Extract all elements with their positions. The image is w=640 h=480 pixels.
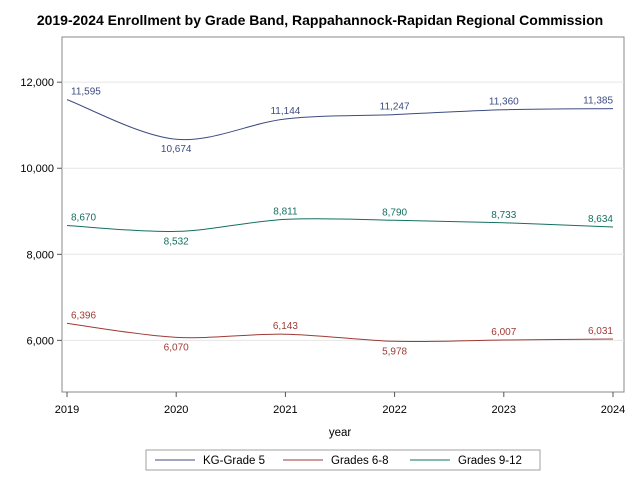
legend-label: Grades 9-12	[458, 455, 522, 467]
data-label: 11,144	[270, 106, 300, 117]
legend: KG-Grade 5 Grades 6-8 Grades 9-12	[145, 449, 541, 471]
legend-label: Grades 6-8	[331, 455, 389, 467]
x-tick-label: 2024	[601, 404, 625, 416]
x-tick-label: 2023	[492, 404, 516, 416]
data-label: 8,811	[273, 206, 298, 217]
y-tick-label: 6,000	[26, 335, 54, 347]
y-axis: 6,000 8,000 10,000 12,000	[20, 77, 62, 347]
data-label: 6,007	[491, 327, 516, 338]
data-label: 11,247	[380, 102, 410, 113]
legend-box	[145, 449, 541, 471]
chart-title: 2019-2024 Enrollment by Grade Band, Rapp…	[37, 12, 603, 28]
data-label: 11,595	[71, 87, 101, 98]
x-axis-label: year	[329, 427, 352, 439]
data-label: 8,634	[588, 214, 613, 225]
legend-label: KG-Grade 5	[203, 455, 265, 467]
y-tick-label: 10,000	[20, 163, 54, 175]
data-label: 6,143	[273, 321, 298, 332]
x-tick-label: 2019	[55, 404, 79, 416]
x-tick-label: 2021	[273, 404, 297, 416]
x-tick-label: 2020	[164, 404, 188, 416]
y-tick-label: 8,000	[26, 249, 54, 261]
data-label: 8,532	[164, 236, 189, 247]
plot-area	[61, 36, 625, 393]
data-label: 5,978	[382, 346, 407, 357]
data-label: 8,790	[382, 207, 407, 218]
series-lines	[66, 99, 614, 343]
data-label: 8,733	[491, 210, 516, 221]
data-label: 6,070	[164, 342, 189, 353]
series-line	[66, 322, 614, 343]
series-line	[66, 99, 614, 141]
data-label: 6,396	[71, 310, 96, 321]
gridlines	[62, 81, 624, 341]
data-label: 6,031	[588, 326, 613, 337]
data-labels: 11,595 10,674 11,144 11,247 11,360 11,385 6,39…	[71, 87, 613, 358]
x-tick-label: 2022	[382, 404, 406, 416]
data-label: 11,385	[583, 96, 613, 107]
data-label: 10,674	[161, 144, 192, 155]
series-line	[66, 218, 614, 233]
x-axis: 2019 2020 2021 2022 2023 2024	[55, 392, 625, 416]
data-label: 8,670	[71, 212, 96, 223]
y-tick-label: 12,000	[20, 77, 54, 89]
data-label: 11,360	[489, 97, 519, 108]
